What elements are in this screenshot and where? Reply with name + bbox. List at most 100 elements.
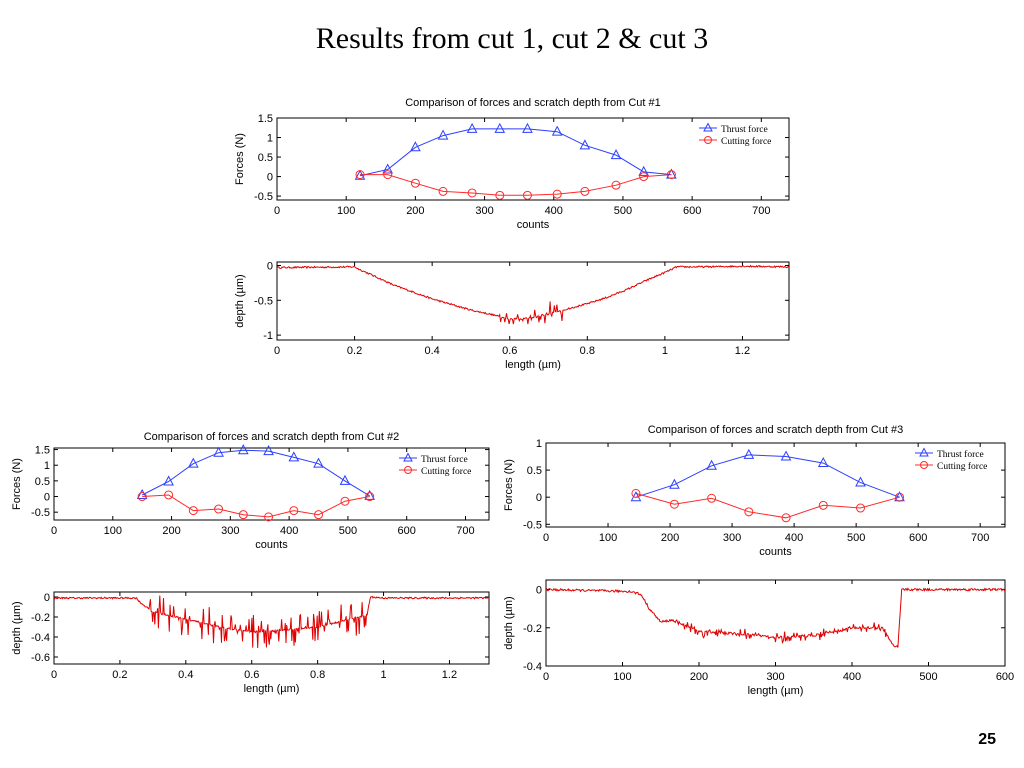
x-tick-label: 200: [661, 532, 679, 544]
y-tick-label: 1: [536, 438, 542, 450]
chart-3: Comparison of forces and scratch depth f…: [11, 431, 490, 551]
data-point-triangle: [339, 474, 351, 485]
y-tick-label: -0.5: [523, 519, 542, 531]
x-tick-label: 500: [339, 525, 357, 537]
x-tick-label: 400: [843, 671, 861, 683]
data-point-triangle: [313, 457, 324, 468]
y-tick-label: -0.5: [254, 295, 273, 307]
x-tick-label: 500: [847, 532, 865, 544]
legend-marker-circle: [920, 461, 928, 469]
chart-1: Comparison of forces and scratch depth f…: [234, 97, 790, 231]
x-tick-label: 1: [380, 669, 386, 681]
x-tick-label: 0.4: [178, 669, 193, 681]
y-tick-label: -1: [263, 330, 273, 342]
y-axis-label: Forces (N): [503, 459, 515, 511]
data-point-circle: [188, 506, 198, 516]
y-axis-label: Forces (N): [11, 458, 23, 510]
x-tick-label: 0: [274, 345, 280, 357]
y-tick-label: -0.2: [523, 623, 542, 635]
page-number: 25: [978, 731, 996, 748]
series-line-2: [142, 494, 370, 518]
plot-frame: [276, 261, 790, 341]
x-tick-label: 0.6: [502, 345, 517, 357]
data-point-triangle: [669, 478, 680, 489]
plot-frame: [53, 447, 490, 521]
data-point-triangle: [494, 122, 506, 133]
chart-5: Comparison of forces and scratch depth f…: [503, 424, 1006, 558]
data-point-circle: [781, 513, 791, 523]
x-tick-label: 0.8: [580, 345, 595, 357]
legend-label: Thrust force: [421, 454, 468, 465]
data-point-triangle: [855, 476, 866, 487]
data-point-triangle: [466, 122, 478, 133]
plot-frame: [545, 442, 1006, 528]
plot-frame: [276, 117, 790, 201]
data-point-triangle: [288, 451, 300, 462]
x-tick-label: 0.2: [112, 669, 127, 681]
data-point-triangle: [354, 169, 366, 180]
y-tick-label: -0.4: [31, 632, 50, 644]
data-point-circle: [438, 186, 448, 196]
y-tick-label: -0.2: [31, 612, 50, 624]
data-point-triangle: [780, 450, 792, 461]
x-tick-label: 0: [51, 669, 57, 681]
x-tick-label: 0: [543, 532, 549, 544]
x-tick-label: 300: [766, 671, 784, 683]
legend-marker-triangle: [403, 452, 413, 462]
series-line-1: [635, 454, 900, 498]
data-point-triangle: [610, 149, 622, 160]
legend-marker-circle: [704, 136, 712, 144]
x-tick-label: 0: [543, 671, 549, 683]
x-tick-label: 100: [337, 205, 355, 217]
data-layer: [635, 454, 900, 519]
x-tick-label: 200: [406, 205, 424, 217]
x-tick-label: 300: [723, 532, 741, 544]
series-line-2: [635, 492, 900, 519]
data-point-circle: [467, 188, 477, 198]
data-layer: [277, 264, 789, 325]
x-tick-label: 1: [662, 345, 668, 357]
x-tick-label: 300: [475, 205, 493, 217]
data-point-circle: [552, 189, 562, 199]
y-tick-label: -0.5: [254, 191, 273, 203]
data-point-triangle: [817, 456, 829, 468]
y-tick-label: 0.5: [527, 465, 542, 477]
data-point-triangle: [237, 444, 249, 455]
data-point-circle: [666, 170, 676, 180]
chart-title: Comparison of forces and scratch depth f…: [405, 97, 661, 109]
x-tick-label: 0.2: [347, 345, 362, 357]
legend-label: Thrust force: [937, 449, 984, 460]
chart-6: 0 100 200 300 400 500 600 -0.4 -0.2 0 length (µm) d…: [503, 579, 1014, 697]
x-tick-label: 600: [909, 532, 927, 544]
data-point-circle: [707, 493, 717, 503]
data-point-circle: [355, 170, 365, 180]
data-point-triangle: [410, 141, 421, 152]
data-point-circle: [164, 490, 174, 500]
x-axis-label: length (µm): [748, 685, 804, 697]
x-tick-label: 1.2: [735, 345, 750, 357]
x-tick-label: 0: [274, 205, 280, 217]
x-tick-label: 100: [599, 532, 617, 544]
x-tick-label: 100: [613, 671, 631, 683]
x-tick-label: 400: [280, 525, 298, 537]
x-tick-label: 600: [683, 205, 701, 217]
x-tick-label: 0: [51, 525, 57, 537]
data-point-circle: [383, 170, 393, 180]
x-tick-label: 0.6: [244, 669, 259, 681]
plot-frame: [53, 591, 490, 665]
legend-label: Cutting force: [421, 466, 471, 477]
x-axis-label: length (µm): [505, 359, 561, 371]
y-axis-label: depth (µm): [11, 601, 23, 654]
data-point-circle: [365, 492, 375, 502]
data-point-triangle: [187, 457, 199, 468]
y-tick-label: 0.5: [258, 152, 273, 164]
slide-title: Results from cut 1, cut 2 & cut 3: [315, 22, 709, 55]
chart-2: 0 0.2 0.4 0.6 0.8 1 1.2 -1 -0.5 0 length (µm) depth…: [234, 260, 790, 371]
data-point-circle: [818, 500, 828, 510]
data-point-circle: [214, 504, 224, 514]
y-tick-label: -0.5: [31, 507, 50, 519]
y-tick-label: 0: [536, 492, 542, 504]
y-tick-label: -0.4: [523, 661, 542, 673]
y-tick-label: 0: [44, 492, 50, 504]
legend-label: Cutting force: [721, 136, 771, 147]
